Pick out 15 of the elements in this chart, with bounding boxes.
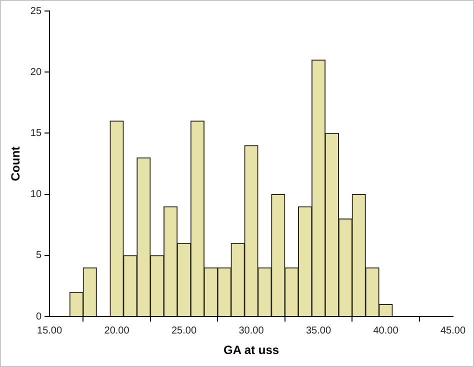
x-tick-label: 40.00 — [373, 325, 399, 336]
x-tick-label: 35.00 — [306, 325, 332, 336]
y-tick-label: 20 — [30, 66, 42, 78]
x-tick-label: 25.00 — [172, 325, 197, 336]
x-tick-label: 20.00 — [104, 325, 130, 336]
x-tick-label: 45.00 — [440, 325, 466, 336]
y-tick-label: 0 — [36, 311, 42, 322]
x-axis-title: GA at uss — [223, 343, 280, 358]
y-tick-label: 5 — [36, 250, 42, 262]
y-tick-label: 15 — [30, 128, 42, 139]
x-tick-label: 15.00 — [37, 325, 62, 336]
y-tick-label: 25 — [30, 6, 42, 17]
x-tick-label: 30.00 — [238, 325, 264, 336]
y-tick-label: 10 — [30, 189, 42, 200]
y-axis-title: Count — [8, 146, 23, 182]
